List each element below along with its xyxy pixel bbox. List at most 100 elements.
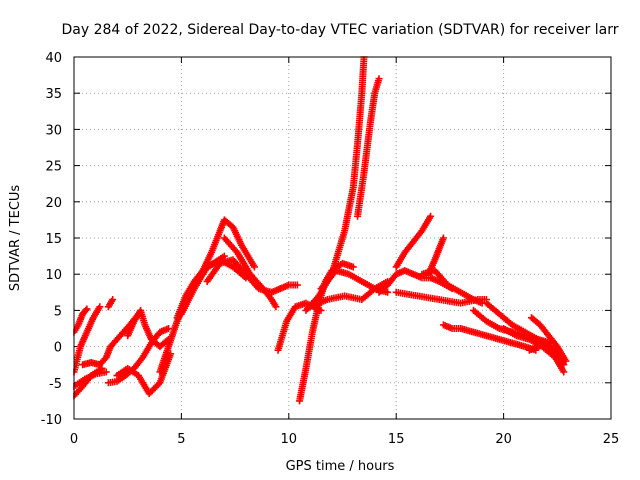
data-marker — [360, 57, 368, 63]
y-axis-label: SDTVAR / TECUs — [8, 185, 23, 292]
data-series-arc-32 — [528, 314, 570, 365]
data-marker — [164, 345, 172, 353]
x-tick-label: 15 — [388, 432, 405, 447]
data-marker — [207, 250, 215, 258]
data-marker — [111, 378, 119, 386]
data-marker — [189, 287, 197, 295]
data-marker — [291, 281, 299, 289]
data-series-arc-15 — [276, 281, 301, 293]
data-marker — [237, 239, 245, 247]
data-series-arc-01 — [73, 303, 104, 376]
data-marker — [110, 338, 118, 346]
x-tick-label: 20 — [495, 432, 512, 447]
data-marker — [559, 366, 567, 374]
y-tick-label: 5 — [54, 304, 62, 319]
data-marker — [381, 283, 389, 291]
data-marker — [340, 229, 348, 237]
x-tick-label: 10 — [281, 432, 298, 447]
data-marker — [76, 345, 84, 353]
data-marker — [434, 247, 442, 255]
x-axis-label: GPS time / hours — [286, 459, 395, 474]
x-tick-label: 25 — [603, 432, 620, 447]
data-marker — [308, 330, 316, 338]
data-marker — [108, 297, 116, 305]
data-marker — [439, 236, 447, 244]
data-marker — [430, 258, 438, 266]
data-marker — [511, 331, 519, 339]
data-marker — [95, 305, 103, 313]
y-tick-label: 15 — [45, 232, 62, 247]
x-tick-label: 5 — [177, 432, 185, 447]
data-marker — [82, 330, 90, 338]
data-marker — [480, 296, 488, 304]
data-marker — [493, 323, 501, 331]
data-marker — [347, 262, 355, 270]
plot-frame — [73, 56, 612, 420]
y-tick-label: -5 — [49, 377, 62, 392]
data-marker — [74, 381, 80, 389]
y-tick-label: -10 — [41, 413, 62, 428]
data-marker — [370, 91, 378, 99]
data-series-arc-22 — [375, 267, 456, 296]
y-tick-label: 25 — [45, 160, 62, 175]
y-tick-label: 30 — [45, 123, 62, 138]
data-marker — [140, 319, 148, 327]
data-marker — [506, 338, 514, 346]
y-tick-label: 35 — [45, 87, 62, 102]
data-marker — [322, 296, 330, 304]
data-marker — [493, 335, 501, 343]
data-series-arc-23 — [392, 212, 435, 271]
data-marker — [163, 325, 171, 333]
data-marker — [561, 355, 569, 363]
data-marker — [455, 287, 463, 295]
data-marker — [100, 368, 108, 376]
data-series-arc-02 — [73, 305, 91, 336]
data-marker — [89, 315, 97, 323]
data-marker — [481, 331, 489, 339]
data-marker — [519, 342, 527, 350]
data-series-arc-31 — [525, 339, 568, 369]
data-marker — [129, 319, 137, 327]
data-layer — [73, 56, 570, 405]
data-series-arc-04 — [73, 364, 106, 400]
data-marker — [356, 295, 364, 303]
data-series-arc-20 — [306, 277, 392, 311]
data-series-arc-14 — [220, 234, 280, 311]
data-marker — [227, 256, 235, 264]
data-marker — [74, 323, 81, 331]
y-tick-label: 20 — [45, 196, 62, 211]
data-marker — [249, 261, 257, 269]
y-tick-label: 0 — [54, 341, 62, 356]
data-marker — [282, 319, 290, 327]
data-marker — [532, 343, 540, 351]
data-marker — [215, 229, 223, 237]
data-marker — [519, 327, 527, 335]
data-marker — [468, 328, 476, 336]
data-marker — [533, 318, 541, 326]
data-marker — [369, 284, 377, 292]
data-series-arc-19 — [354, 75, 383, 220]
x-tick-label: 0 — [70, 432, 78, 447]
data-series-arc-16 — [274, 299, 325, 354]
data-marker — [105, 301, 113, 309]
data-series-arc-25 — [392, 288, 490, 307]
chart-title: Day 284 of 2022, Sidereal Day-to-day VTE… — [62, 22, 619, 38]
data-marker — [82, 306, 90, 314]
data-marker — [100, 356, 108, 364]
data-series-arc-27 — [439, 321, 540, 354]
data-marker — [425, 214, 433, 222]
data-marker — [524, 335, 532, 343]
data-marker — [408, 269, 416, 277]
data-series-arc-06 — [104, 296, 117, 311]
data-marker — [433, 277, 441, 285]
data-marker — [81, 307, 89, 315]
data-marker — [343, 270, 351, 278]
data-marker — [271, 301, 279, 309]
data-marker — [162, 338, 170, 346]
y-tick-label: 40 — [45, 51, 62, 66]
data-marker — [356, 276, 364, 284]
data-series-arc-26 — [424, 234, 447, 278]
y-tick-label: 10 — [45, 268, 62, 283]
